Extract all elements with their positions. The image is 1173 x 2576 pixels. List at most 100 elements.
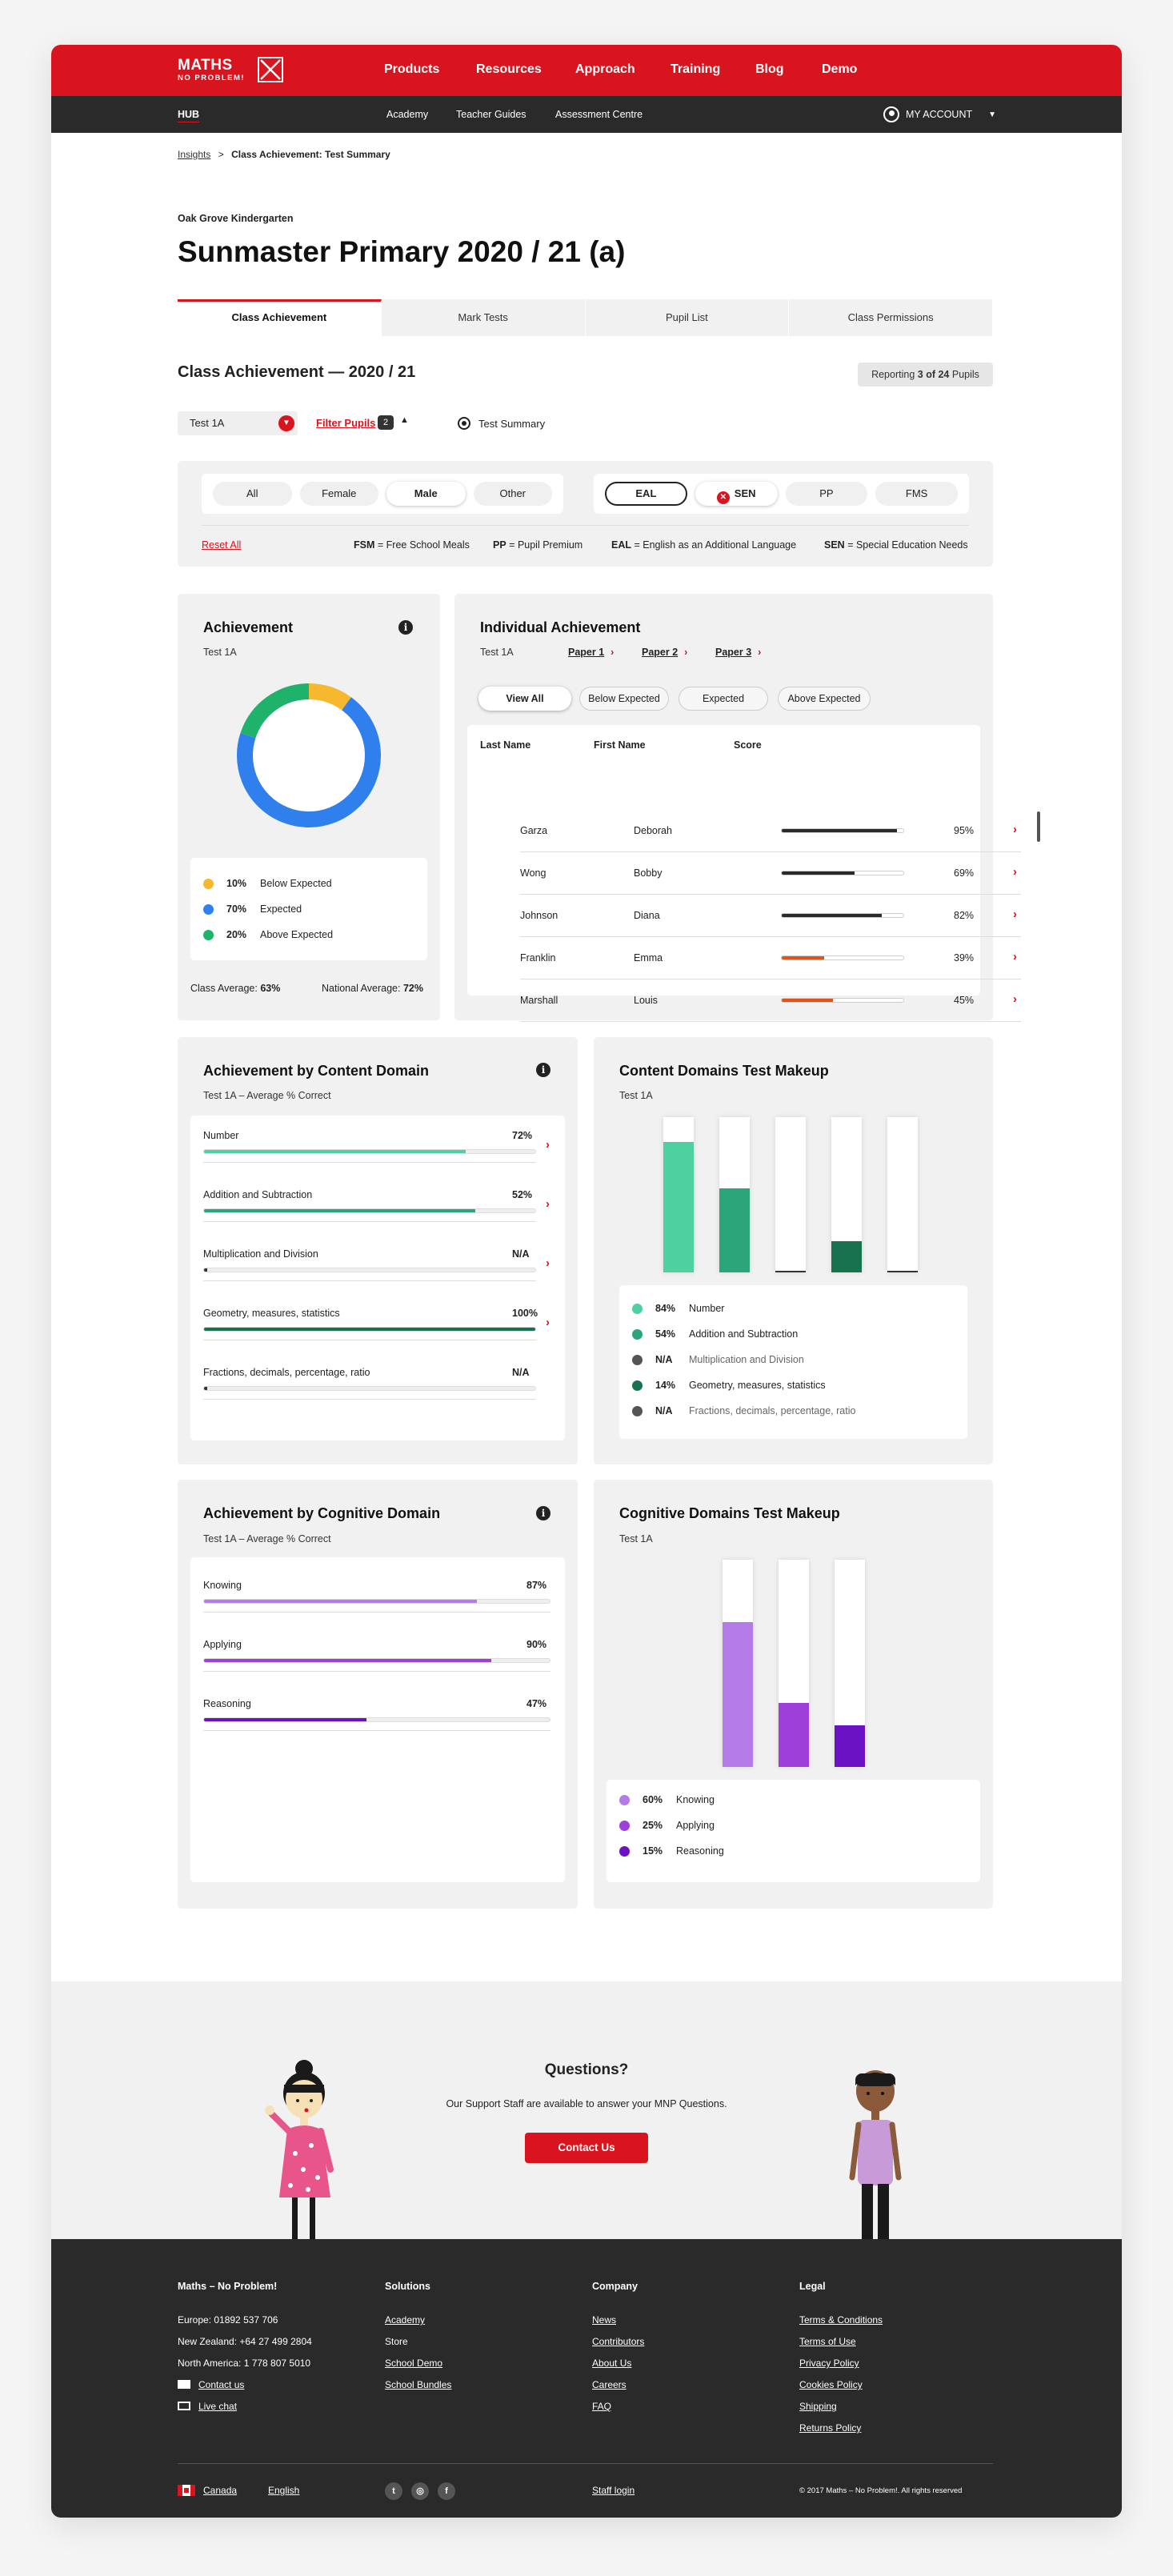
class-average-label: Class Average: — [190, 983, 258, 994]
legend-pp: PP = Pupil Premium — [493, 539, 582, 551]
facebook-icon[interactable]: f — [438, 2482, 455, 2500]
tab-class-achievement[interactable]: Class Achievement — [178, 299, 382, 336]
school-name: Oak Grove Kindergarten — [178, 213, 294, 224]
footer-link-news[interactable]: News — [592, 2314, 617, 2326]
nav-training[interactable]: Training — [671, 62, 721, 76]
close-icon[interactable]: ✕ — [716, 491, 730, 504]
footer-chat-link[interactable]: Live chat — [178, 2401, 237, 2412]
footer-link-store[interactable]: Store — [385, 2336, 408, 2347]
footer-link-returns[interactable]: Returns Policy — [799, 2422, 862, 2434]
chip-pp[interactable]: PP — [785, 482, 868, 506]
footer-link-school-demo[interactable]: School Demo — [385, 2358, 443, 2369]
staff-login-link[interactable]: Staff login — [592, 2485, 635, 2496]
chip-sen[interactable]: ✕ SEN — [695, 482, 778, 506]
chevron-right-icon[interactable]: › — [1013, 865, 1017, 879]
chevron-right-icon[interactable]: › — [1013, 907, 1017, 921]
reset-all-link[interactable]: Reset All — [202, 539, 242, 551]
instagram-icon[interactable]: ◎ — [411, 2482, 429, 2500]
chevron-down-icon: ▼ — [278, 415, 294, 431]
table-scrollbar[interactable] — [1037, 811, 1040, 842]
chevron-right-icon[interactable]: › — [1013, 823, 1017, 836]
chevron-right-icon[interactable]: › — [546, 1316, 550, 1329]
info-icon[interactable]: i — [536, 1063, 550, 1077]
col-first-name[interactable]: First Name — [594, 739, 646, 751]
chip-male[interactable]: Male — [386, 482, 466, 506]
legend-pct: N/A — [655, 1405, 673, 1416]
col-score[interactable]: Score — [734, 739, 762, 751]
pill-above-expected[interactable]: Above Expected — [778, 687, 871, 711]
tab-mark-tests[interactable]: Mark Tests — [382, 299, 586, 336]
pill-expected[interactable]: Expected — [679, 687, 768, 711]
domain-label: Knowing — [203, 1580, 242, 1591]
score-bar — [781, 913, 904, 918]
breadcrumb-insights[interactable]: Insights — [178, 149, 211, 160]
subnav-hub[interactable]: HUB — [178, 109, 200, 120]
test-select[interactable]: Test 1A ▼ — [178, 411, 298, 435]
domain-divider — [203, 1612, 550, 1613]
filter-pupils-link[interactable]: Filter Pupils — [316, 417, 376, 429]
footer-link-about[interactable]: About Us — [592, 2358, 632, 2369]
chip-all[interactable]: All — [213, 482, 292, 506]
footer-link-terms-use[interactable]: Terms of Use — [799, 2336, 856, 2347]
table-row[interactable]: Garza Deborah 95% › — [520, 810, 1021, 852]
contact-us-button[interactable]: Contact Us — [525, 2133, 648, 2163]
chip-fms[interactable]: FMS — [875, 482, 958, 506]
pill-view-all[interactable]: View All — [478, 687, 571, 711]
col-last-name[interactable]: Last Name — [480, 739, 531, 751]
language-selector[interactable]: English — [268, 2485, 300, 2496]
nav-blog[interactable]: Blog — [755, 62, 784, 76]
site-footer: Maths – No Problem! Europe: 01892 537 70… — [51, 2239, 1122, 2518]
footer-link-academy[interactable]: Academy — [385, 2314, 426, 2326]
footer-link-school-bundles[interactable]: School Bundles — [385, 2379, 452, 2390]
footer-link-careers[interactable]: Careers — [592, 2379, 627, 2390]
chip-other[interactable]: Other — [473, 482, 552, 506]
legend-dot — [632, 1354, 643, 1365]
footer-link-shipping[interactable]: Shipping — [799, 2401, 837, 2412]
footer-link-privacy[interactable]: Privacy Policy — [799, 2358, 859, 2369]
score-bar — [781, 871, 904, 875]
table-row[interactable]: Wong Bobby 69% › — [520, 852, 1021, 895]
table-row[interactable]: Franklin Emma 39% › — [520, 937, 1021, 980]
subnav-teacher-guides[interactable]: Teacher Guides — [456, 109, 526, 120]
my-account-menu[interactable]: MY ACCOUNT ▼ — [883, 106, 996, 122]
footer-link-terms-conditions[interactable]: Terms & Conditions — [799, 2314, 883, 2326]
subnav-assessment-centre[interactable]: Assessment Centre — [555, 109, 643, 120]
legend-abbr: EAL — [611, 539, 631, 551]
subnav-academy[interactable]: Academy — [386, 109, 429, 120]
chevron-right-icon[interactable]: › — [546, 1256, 550, 1270]
table-row[interactable]: Johnson Diana 82% › — [520, 895, 1021, 937]
nav-products[interactable]: Products — [384, 62, 440, 76]
chip-female[interactable]: Female — [299, 482, 378, 506]
nav-resources[interactable]: Resources — [476, 62, 542, 76]
nav-approach[interactable]: Approach — [575, 62, 635, 76]
nav-demo[interactable]: Demo — [822, 62, 858, 76]
domain-label: Number — [203, 1130, 239, 1141]
caret-up-icon[interactable]: ▲ — [400, 415, 409, 425]
legend-label: Number — [689, 1303, 725, 1314]
brand-logo[interactable]: MATHS NO PROBLEM! — [178, 57, 283, 82]
table-row[interactable]: Marshall Louis 45% › — [520, 980, 1021, 1022]
footer-link-contributors[interactable]: Contributors — [592, 2336, 645, 2347]
paper-1-link[interactable]: Paper 1 › — [568, 647, 614, 658]
info-icon[interactable]: i — [536, 1506, 550, 1520]
info-icon[interactable]: i — [398, 620, 413, 635]
footer-link-faq[interactable]: FAQ — [592, 2401, 612, 2412]
chip-eal[interactable]: EAL — [605, 482, 687, 506]
footer-contact-link[interactable]: Contact us — [178, 2379, 244, 2390]
tab-pupil-list[interactable]: Pupil List — [586, 299, 790, 336]
paper-3-link[interactable]: Paper 3 › — [715, 647, 761, 658]
chevron-right-icon[interactable]: › — [546, 1138, 550, 1152]
domain-label: Multiplication and Division — [203, 1248, 318, 1260]
pill-below-expected[interactable]: Below Expected — [579, 687, 669, 711]
twitter-icon[interactable]: t — [385, 2482, 402, 2500]
tab-class-permissions[interactable]: Class Permissions — [789, 299, 993, 336]
country-selector[interactable]: Canada — [178, 2485, 237, 2496]
paper-2-link[interactable]: Paper 2 › — [642, 647, 687, 658]
legend-expected: 70% Expected — [203, 903, 302, 915]
chevron-right-icon[interactable]: › — [1013, 992, 1017, 1006]
chevron-right-icon[interactable]: › — [1013, 950, 1017, 963]
chevron-right-icon[interactable]: › — [546, 1197, 550, 1211]
test-summary-radio[interactable]: Test Summary — [458, 417, 545, 430]
legend-pct: N/A — [655, 1354, 673, 1365]
footer-link-cookies[interactable]: Cookies Policy — [799, 2379, 863, 2390]
